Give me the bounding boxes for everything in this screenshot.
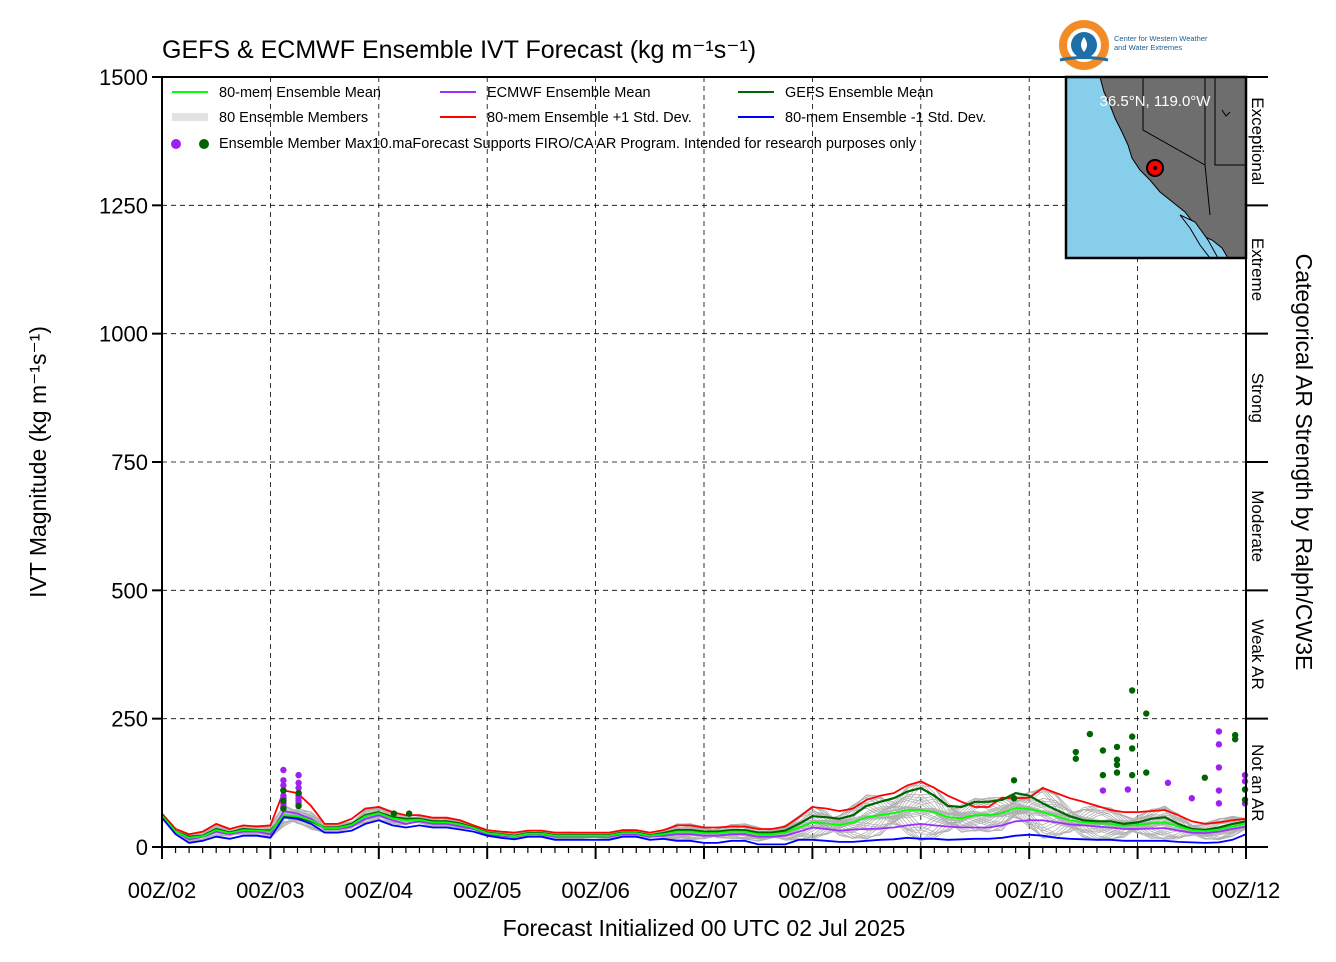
member-max-dot-gefs bbox=[1113, 743, 1121, 751]
ar-category-label: Weak AR bbox=[1248, 619, 1267, 690]
member-max-dot-ecmwf bbox=[1124, 786, 1132, 793]
member-max-dot-ecmwf bbox=[295, 779, 302, 787]
y-tick-label: 500 bbox=[111, 578, 148, 603]
member-max-dot-gefs bbox=[280, 805, 287, 812]
ensemble-member-line bbox=[162, 793, 1247, 840]
member-max-dot-ecmwf bbox=[1215, 800, 1223, 807]
x-tick-label: 00Z/08 bbox=[778, 878, 847, 903]
water-drop-icon bbox=[1081, 37, 1087, 52]
legend-dot-gefs bbox=[199, 139, 209, 149]
logo-text-line1: Center for Western Weather bbox=[1114, 34, 1208, 43]
legend: 80-mem Ensemble Mean ECMWF Ensemble Mean G… bbox=[171, 85, 986, 152]
series-line-80-mem-ensemble-1-std-dev- bbox=[162, 816, 1247, 846]
y-tick-label: 1250 bbox=[99, 193, 148, 218]
x-tick-label: 00Z/12 bbox=[1212, 878, 1281, 903]
ensemble-member-line bbox=[162, 794, 1247, 842]
x-tick-label: 00Z/10 bbox=[995, 878, 1064, 903]
member-max-dot-gefs bbox=[1201, 774, 1209, 781]
member-max-dot-gefs bbox=[280, 797, 287, 804]
member-max-dot-ecmwf bbox=[1215, 787, 1223, 794]
member-max-dot-gefs bbox=[1128, 687, 1136, 694]
cw3e-logo: Center for Western Weather and Water Ext… bbox=[1059, 20, 1208, 70]
member-max-dot-gefs bbox=[295, 802, 302, 810]
legend-dot-ecmwf bbox=[171, 139, 181, 149]
member-max-dot-gefs bbox=[1143, 710, 1150, 717]
member-max-dot-gefs bbox=[1128, 733, 1136, 740]
x-tick-label: 00Z/06 bbox=[561, 878, 630, 903]
logo-text-line2: and Water Extremes bbox=[1114, 43, 1182, 52]
ar-category-label: Moderate bbox=[1248, 490, 1267, 562]
member-max-dot-gefs bbox=[1231, 736, 1239, 743]
y-tick-label: 1500 bbox=[99, 65, 148, 90]
member-max-dot-gefs bbox=[1128, 745, 1136, 752]
member-max-dot-gefs bbox=[1113, 769, 1121, 776]
inset-map: 36.5°N, 119.0°W bbox=[1064, 75, 1248, 260]
member-max-dot-gefs bbox=[1128, 771, 1136, 779]
ar-category-label: Strong bbox=[1248, 373, 1267, 423]
legend-label: 80-mem Ensemble +1 Std. Dev. bbox=[487, 110, 692, 126]
legend-label: Ensemble Member Max10.maForecast Support… bbox=[219, 136, 917, 152]
member-max-dot-gefs bbox=[1113, 761, 1121, 769]
gridlines bbox=[162, 77, 1246, 847]
member-max-dot-gefs bbox=[1086, 730, 1094, 738]
y2-axis-label: Categorical AR Strength by Ralph/CW3E bbox=[1291, 254, 1317, 671]
x-tick-label: 00Z/07 bbox=[670, 878, 739, 903]
x-tick-label: 00Z/02 bbox=[128, 878, 197, 903]
member-max-dot-gefs bbox=[1010, 795, 1018, 802]
x-tick-label: 00Z/05 bbox=[453, 878, 522, 903]
ensemble-member-line bbox=[162, 797, 1247, 841]
member-max-dot-ecmwf bbox=[280, 782, 287, 789]
member-max-dot-gefs bbox=[280, 787, 287, 794]
member-max-dot-ecmwf bbox=[1215, 764, 1223, 771]
series-lines bbox=[162, 780, 1247, 846]
member-max-dot-ecmwf bbox=[1188, 795, 1196, 802]
member-max-dot-ecmwf bbox=[295, 771, 302, 779]
member-max-dot-ecmwf bbox=[295, 784, 302, 792]
x-tick-label: 00Z/04 bbox=[345, 878, 414, 903]
member-max-dots bbox=[280, 687, 1249, 817]
ar-category-axis: Not an AR Weak AR Moderate Strong Extreme Exc… bbox=[1245, 76, 1268, 848]
member-max-dot-ecmwf bbox=[280, 777, 287, 784]
member-max-dot-ecmwf bbox=[1215, 741, 1223, 748]
legend-label: 80 Ensemble Members bbox=[219, 110, 368, 126]
y-tick-label: 750 bbox=[111, 450, 148, 475]
legend-label: ECMWF Ensemble Mean bbox=[487, 85, 651, 101]
axes-ticks: 0 250 500 750 1000 1250 1500 00Z/02 00Z/03 00Z/04… bbox=[99, 65, 1280, 903]
y-tick-label: 0 bbox=[136, 835, 148, 860]
y-axis-label: IVT Magnitude (kg m⁻¹s⁻¹) bbox=[25, 326, 51, 598]
x-tick-label: 00Z/09 bbox=[887, 878, 956, 903]
x-tick-label: 00Z/03 bbox=[236, 878, 305, 903]
legend-label: GEFS Ensemble Mean bbox=[785, 85, 933, 101]
ar-category-label: Not an AR bbox=[1248, 744, 1267, 822]
chart-title: GEFS & ECMWF Ensemble IVT Forecast (kg m… bbox=[162, 36, 756, 64]
member-max-dot-ecmwf bbox=[1099, 787, 1107, 794]
ar-category-label: Exceptional bbox=[1248, 97, 1267, 185]
member-max-dot-gefs bbox=[1072, 748, 1080, 756]
member-max-dot-ecmwf bbox=[280, 766, 287, 774]
ar-category-label: Extreme bbox=[1248, 238, 1267, 301]
member-max-dot-gefs bbox=[405, 810, 413, 817]
legend-label: 80-mem Ensemble -1 Std. Dev. bbox=[785, 110, 986, 126]
legend-label: 80-mem Ensemble Mean bbox=[219, 85, 381, 101]
member-max-dot-gefs bbox=[1072, 755, 1080, 762]
member-max-dot-gefs bbox=[1143, 769, 1150, 776]
member-max-dot-gefs bbox=[295, 789, 302, 797]
member-max-dot-gefs bbox=[1113, 756, 1121, 763]
y-tick-label: 1000 bbox=[99, 322, 148, 347]
x-axis-label: Forecast Initialized 00 UTC 02 Jul 2025 bbox=[503, 915, 906, 941]
member-max-dot-gefs bbox=[1099, 747, 1107, 754]
series-line-80-mem-ensemble-mean bbox=[162, 807, 1247, 839]
x-tick-label: 00Z/11 bbox=[1104, 878, 1171, 903]
waves-icon bbox=[1059, 56, 1109, 62]
member-max-dot-gefs bbox=[1010, 777, 1018, 784]
y-tick-label: 250 bbox=[111, 707, 148, 732]
member-max-dot-ecmwf bbox=[1215, 728, 1223, 735]
map-coord-label: 36.5°N, 119.0°W bbox=[1100, 93, 1212, 110]
member-max-dot-gefs bbox=[1099, 771, 1107, 779]
series-line-ecmwf-ensemble-mean bbox=[162, 810, 1247, 841]
series-line-80-mem-ensemble-1-std-dev- bbox=[162, 780, 1247, 836]
member-max-dot-gefs bbox=[390, 810, 398, 817]
member-max-dot-ecmwf bbox=[1164, 779, 1172, 787]
